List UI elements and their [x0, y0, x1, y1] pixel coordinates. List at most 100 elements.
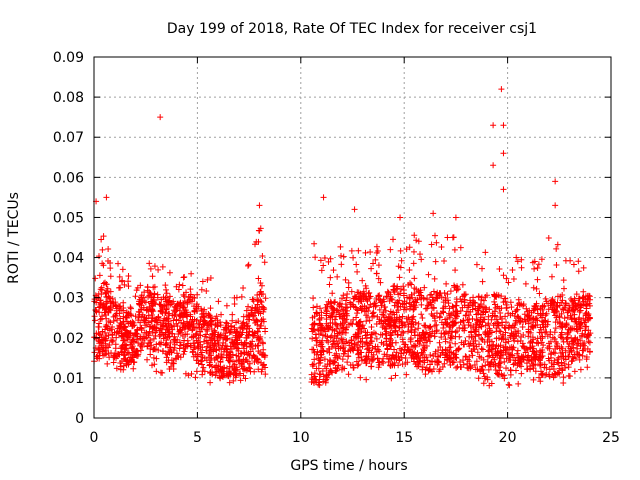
roti-point [452, 312, 459, 319]
roti-point [576, 295, 583, 302]
roti-point [201, 306, 208, 313]
roti-point [586, 339, 593, 346]
roti-point [522, 349, 529, 356]
roti-point [446, 312, 453, 319]
roti-point [212, 372, 219, 379]
roti-point [310, 295, 317, 302]
roti-point [240, 356, 247, 363]
roti-point [571, 297, 578, 304]
roti-point [384, 346, 391, 353]
roti-point [439, 305, 446, 312]
roti-point [97, 316, 104, 323]
roti-point [381, 318, 388, 325]
roti-point [164, 351, 171, 358]
roti-point [314, 348, 321, 355]
roti-point [453, 298, 460, 305]
roti-point [214, 354, 221, 361]
roti-point [337, 345, 344, 352]
roti-point [255, 238, 262, 245]
x-tick-label: 5 [193, 430, 202, 446]
roti-point [394, 331, 401, 338]
roti-point [195, 343, 202, 350]
roti-point [100, 280, 107, 287]
roti-point [474, 317, 481, 324]
roti-point [530, 323, 537, 330]
roti-point [391, 346, 398, 353]
roti-point [536, 329, 543, 336]
roti-outlier-point [320, 194, 327, 201]
roti-point [503, 304, 510, 311]
roti-point [513, 307, 520, 314]
roti-point [170, 307, 177, 314]
roti-point [130, 322, 137, 329]
roti-point [549, 306, 556, 313]
roti-point [510, 275, 517, 282]
roti-point [551, 336, 558, 343]
roti-point [428, 241, 435, 248]
roti-point [398, 354, 405, 361]
roti-point [354, 362, 361, 369]
roti-point [362, 329, 369, 336]
roti-point [200, 364, 207, 371]
roti-point [534, 276, 541, 283]
roti-point [517, 318, 524, 325]
roti-point [424, 302, 431, 309]
roti-point [128, 312, 135, 319]
roti-point [133, 327, 140, 334]
roti-point [443, 280, 450, 287]
roti-point [109, 323, 116, 330]
roti-point [475, 375, 482, 382]
roti-point [387, 246, 394, 253]
roti-point [470, 340, 477, 347]
roti-point [502, 295, 509, 302]
roti-point [220, 372, 227, 379]
roti-point [200, 318, 207, 325]
roti-point [208, 318, 215, 325]
roti-point [411, 232, 418, 239]
roti-point [497, 328, 504, 335]
roti-point [576, 314, 583, 321]
roti-point [484, 376, 491, 383]
roti-point [199, 371, 206, 378]
roti-point [236, 333, 243, 340]
roti-point [340, 253, 347, 260]
roti-point [229, 364, 236, 371]
y-tick-label: 0.09 [53, 50, 84, 66]
roti-point [475, 293, 482, 300]
roti-point [336, 313, 343, 320]
roti-point [167, 339, 174, 346]
roti-point [217, 375, 224, 382]
roti-point [373, 249, 380, 256]
roti-point [157, 369, 164, 376]
roti-point [552, 339, 559, 346]
roti-point [166, 293, 173, 300]
roti-point [139, 343, 146, 350]
roti-point [518, 264, 525, 271]
roti-point [334, 273, 341, 280]
roti-point [447, 288, 454, 295]
roti-point [341, 350, 348, 357]
roti-point [122, 314, 129, 321]
roti-point [350, 364, 357, 371]
roti-point [110, 359, 117, 366]
roti-point [387, 335, 394, 342]
roti-point [438, 243, 445, 250]
roti-point [355, 247, 362, 254]
roti-point [103, 345, 110, 352]
roti-point [116, 322, 123, 329]
roti-point [186, 321, 193, 328]
roti-point [226, 358, 233, 365]
roti-point [430, 305, 437, 312]
roti-point [313, 337, 320, 344]
roti-point [383, 328, 390, 335]
roti-point [238, 293, 245, 300]
roti-point [380, 355, 387, 362]
roti-point [180, 274, 187, 281]
roti-point [357, 325, 364, 332]
roti-point [144, 287, 151, 294]
roti-point [450, 304, 457, 311]
roti-point [428, 301, 435, 308]
roti-point [444, 234, 451, 241]
roti-point [568, 358, 575, 365]
roti-point [317, 371, 324, 378]
